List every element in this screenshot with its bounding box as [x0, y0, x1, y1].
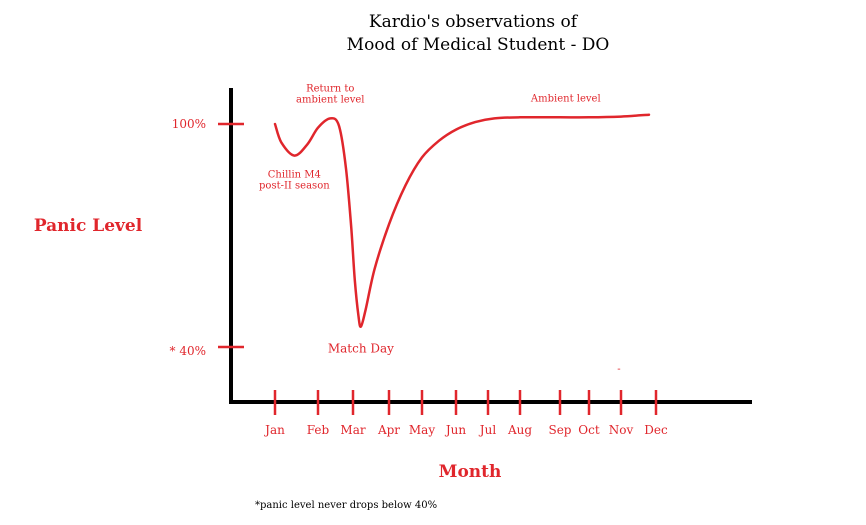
panic-level-line: [273, 113, 651, 328]
x-tick-label: Feb: [307, 423, 330, 437]
x-tick-label: Sep: [548, 423, 571, 437]
series-group: [273, 113, 651, 328]
x-tick-label: Aug: [507, 423, 532, 437]
x-ticks: Jan Feb Mar Apr May Jun Jul Aug Sep Oct Nov Dec: [263, 390, 668, 437]
x-tick-label: Dec: [644, 423, 668, 437]
chart-title-line1: Kardio's observations of: [369, 12, 579, 32]
stray-mark: -: [617, 364, 620, 375]
x-tick-label: Nov: [609, 423, 634, 437]
footnote: *panic level never drops below 40%: [255, 500, 437, 511]
annotation-label: post-II season: [259, 181, 330, 192]
x-tick-label: Apr: [377, 423, 400, 437]
x-tick-label: Mar: [340, 423, 365, 437]
y-tick-label: 100%: [172, 117, 206, 131]
y-ticks: 100% * 40%: [170, 117, 244, 358]
x-tick-label: Jun: [444, 423, 467, 437]
x-tick-label: Jul: [478, 423, 497, 437]
annotation-label: Match Day: [328, 342, 394, 356]
x-tick-label: May: [409, 423, 435, 437]
annotation-label: Chillin M4: [268, 170, 321, 181]
y-tick-label: * 40%: [170, 344, 207, 358]
chart-title-line2: Mood of Medical Student - DO: [347, 35, 610, 55]
annotation-label: Return to: [306, 83, 354, 94]
x-tick-label: Jan: [263, 423, 285, 437]
x-tick-label: Oct: [578, 423, 600, 437]
annotation-label: ambient level: [296, 94, 364, 105]
annotation-label: Ambient level: [530, 93, 601, 104]
y-axis-label: Panic Level: [34, 216, 143, 236]
x-axis-label: Month: [439, 462, 502, 482]
